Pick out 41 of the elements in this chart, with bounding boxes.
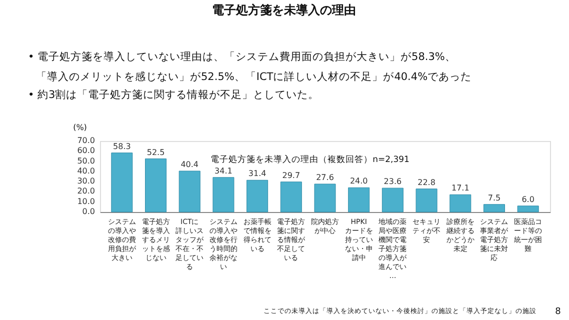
bar [111, 152, 133, 212]
y-tick-label: 10.0 [77, 196, 95, 206]
bar [280, 182, 302, 212]
bar [382, 188, 404, 212]
text: 電子処方箋を未導入の理由（複数回答）n=2,391 [210, 154, 410, 165]
data-label: 7.5 [488, 193, 501, 202]
bar [178, 170, 200, 212]
data-label: 6.0 [522, 194, 534, 204]
bar [416, 188, 438, 212]
data-label: 27.6 [316, 173, 334, 182]
y-tick-label: 50.0 [77, 156, 95, 166]
bar [348, 187, 370, 212]
data-label: 34.1 [214, 166, 232, 176]
data-label: 17.1 [451, 184, 470, 193]
data-label: 29.7 [282, 170, 300, 180]
y-tick-label: 20.0 [77, 186, 95, 196]
bar [517, 206, 539, 212]
data-label: 40.4 [180, 160, 199, 170]
data-label: 22.8 [418, 178, 436, 187]
bar [314, 184, 336, 212]
bar [450, 194, 472, 212]
chart-title: 電子処方箋を未導入の理由 [212, 3, 356, 17]
data-label: 52.5 [146, 148, 165, 157]
y-tick-label: 40.0 [77, 166, 95, 176]
bar [483, 204, 505, 212]
y-axis-title: (%) [73, 123, 87, 132]
y-tick-label: 0.0 [82, 207, 95, 216]
data-label: 58.3 [113, 142, 131, 151]
y-tick-label: 60.0 [77, 146, 95, 156]
text: • 電子処方箋を導入していない理由は、「システム費用面の負担が大きい」が58.3%、 [28, 50, 456, 63]
bar [246, 180, 268, 212]
bar [145, 158, 167, 212]
bar [212, 177, 234, 212]
y-tick-label: 70.0 [77, 136, 95, 145]
data-label: 23.6 [384, 177, 402, 186]
text: 「導入のメリットを感じない」が52.5%、「ICTに詳しい人材の不足」が40.4%であった [36, 70, 472, 83]
data-label: 24.0 [350, 176, 368, 186]
text: 8 [555, 307, 562, 317]
text: • 約3割は「電子処方箋に関する情報が不足」としていた。 [28, 88, 320, 101]
data-label: 31.4 [248, 169, 266, 178]
y-tick-label: 30.0 [77, 176, 95, 186]
